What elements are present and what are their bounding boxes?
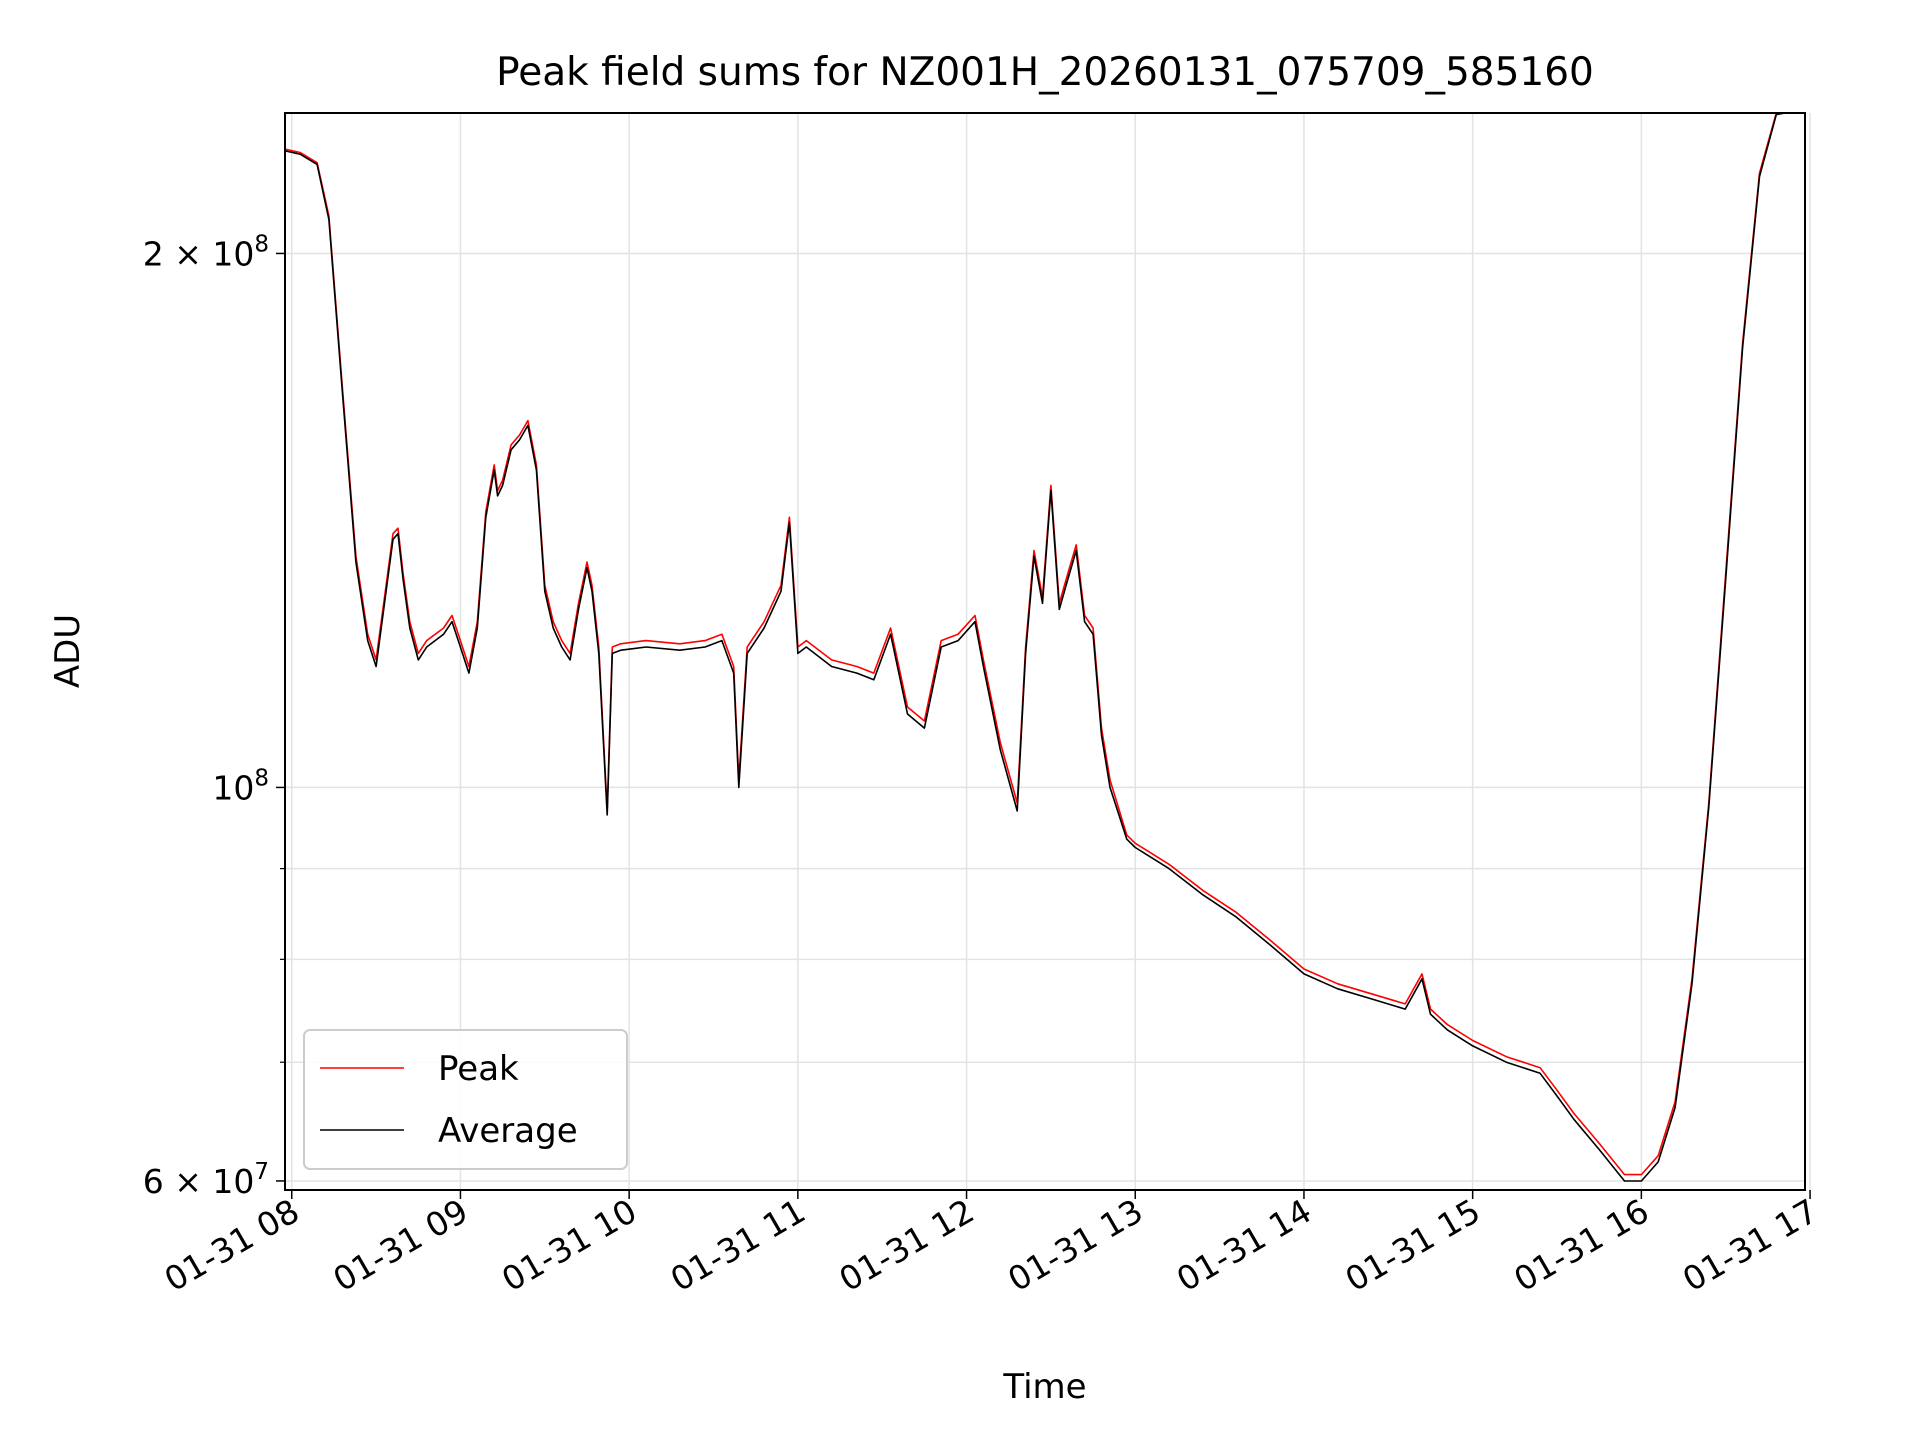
series-line-peak (285, 113, 1805, 1176)
y-tick-base: 10 (212, 768, 254, 807)
y-tick-exponent: 8 (254, 765, 269, 791)
chart-title: Peak field sums for NZ001H_20260131_0757… (496, 50, 1594, 95)
legend-label-average: Average (438, 1111, 578, 1151)
legend-label-peak: Peak (438, 1049, 519, 1089)
x-axis-label: Time (1002, 1367, 1086, 1407)
y-tick-label: 108 (212, 765, 269, 807)
y-tick-exponent: 7 (254, 1159, 269, 1185)
series-group (285, 113, 1805, 1182)
y-tick-base: 2 × 10 (143, 234, 255, 273)
y-tick-exponent: 8 (254, 231, 269, 257)
legend-box (303, 1029, 628, 1170)
plot-frame (284, 112, 1806, 1191)
y-tick-label: 2 × 108 (143, 231, 269, 273)
legend: Peak Average (303, 1029, 628, 1170)
y-tick-label: 6 × 107 (143, 1159, 269, 1201)
y-axis-label: ADU (48, 614, 88, 688)
series-line-average (285, 113, 1805, 1182)
grid (285, 113, 1811, 1190)
y-tick-base: 6 × 10 (143, 1162, 255, 1201)
